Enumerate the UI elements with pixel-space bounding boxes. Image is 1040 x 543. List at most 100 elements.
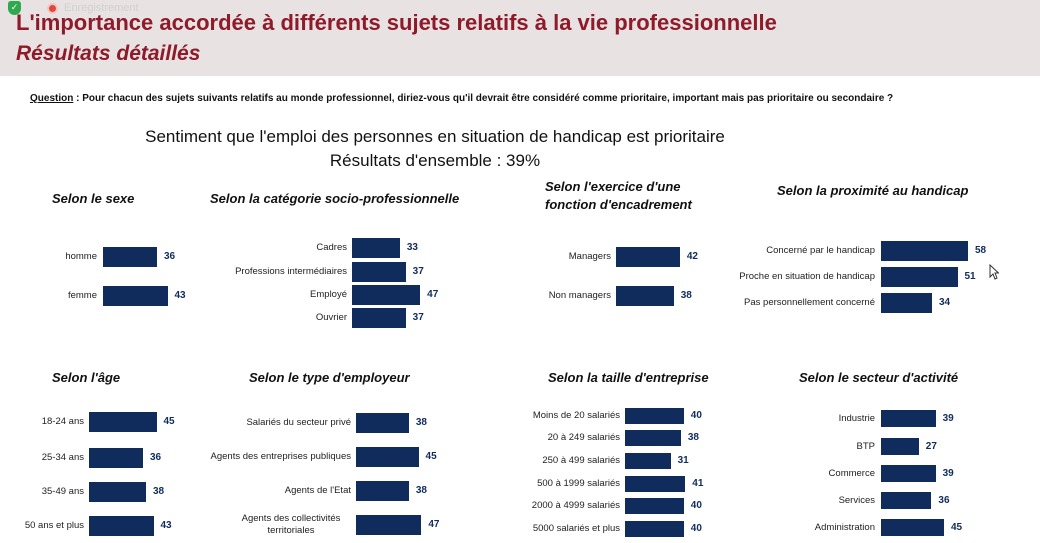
bar-row: Cadres [0, 238, 347, 258]
bar-value: 45 [163, 416, 175, 427]
bar-row: homme [0, 247, 97, 267]
bar [352, 308, 406, 328]
bar-value: 41 [692, 478, 704, 489]
bar-label: Salariés du secteur privé [246, 417, 351, 428]
bar-label: 50 ans et plus [24, 520, 84, 531]
bar [881, 438, 919, 455]
bar-value: 36 [150, 452, 162, 463]
bar [356, 481, 409, 501]
bar-row: BTP [0, 438, 875, 455]
bar-row: Moins de 20 salariés [0, 408, 620, 424]
bar-label: femme [67, 290, 97, 301]
bar [352, 238, 400, 258]
bar-label: Agents des entreprises publiques [210, 451, 351, 462]
bar-value: 40 [690, 523, 702, 534]
bar-row: Agents des entreprises publiques [0, 447, 351, 467]
bar-row: Services [0, 492, 875, 509]
chart-title: Selon la taille d'entreprise [548, 370, 709, 385]
bar-label: Commerce [828, 468, 875, 479]
bar [616, 286, 674, 306]
bar [103, 247, 157, 267]
question-text: Question : Pour chacun des sujets suivan… [30, 93, 893, 104]
question-label: Question [30, 93, 74, 104]
bar-label: 250 à 499 salariés [542, 455, 620, 466]
bar-label: 35-49 ans [41, 486, 84, 497]
bar-row: Industrie [0, 410, 875, 427]
bar-value: 36 [164, 251, 176, 262]
bar-value: 43 [160, 520, 172, 531]
bar [881, 465, 936, 482]
sentiment-title: Sentiment que l'emploi des personnes en … [145, 127, 725, 146]
mouse-cursor-icon [989, 264, 999, 280]
bar-value: 47 [427, 289, 439, 300]
bar-label: 25-34 ans [41, 452, 84, 463]
bar-row: Agents de l'Etat [0, 481, 351, 501]
bar-row: Administration [0, 519, 875, 536]
bar [356, 413, 409, 433]
bar-label: Industrie [838, 413, 875, 424]
bar-row: Proche en situation de handicap [0, 267, 875, 287]
bar-value: 40 [690, 410, 702, 421]
bar [625, 408, 684, 424]
bar-value: 36 [938, 495, 950, 506]
bar-value: 38 [680, 290, 692, 301]
bar-value: 31 [677, 455, 689, 466]
bar-row: 35-49 ans [0, 482, 84, 502]
bar [625, 476, 686, 492]
overall-result: Résultats d'ensemble : 39% [329, 151, 541, 170]
bar [881, 519, 944, 536]
bar-value: 39 [942, 413, 954, 424]
bar-row: 5000 salariés et plus [0, 521, 620, 537]
bar-label: Administration [814, 522, 875, 533]
chart-title: Selon le secteur d'activité [799, 370, 959, 385]
chart-title: Selon le sexe [52, 191, 135, 206]
shield-check-icon: ✓ [8, 1, 21, 15]
bar-label: Pas personnellement concerné [744, 297, 875, 308]
bar-row: 250 à 499 salariés [0, 453, 620, 469]
bar-value: 38 [415, 485, 427, 496]
bar-value: 58 [975, 245, 987, 256]
bar-row: Ouvrier [0, 308, 347, 328]
bar-label: Managers [568, 251, 611, 262]
bar-value: 39 [942, 468, 954, 479]
bar-label: Services [838, 495, 875, 506]
bar-label: Concerné par le handicap [766, 245, 875, 256]
bar-label: Professions intermédiaires [235, 266, 347, 277]
record-icon[interactable] [47, 2, 58, 14]
recording-label: Enregistrement [64, 2, 139, 14]
bar-row: Agents des collectivités territoriales [0, 513, 351, 536]
header-banner: L'importance accordée à différents sujet… [0, 0, 1040, 76]
bar [625, 498, 684, 514]
bar-value: 38 [687, 432, 699, 443]
page-title: L'importance accordée à différents sujet… [16, 10, 777, 35]
bar-row: Professions intermédiaires [0, 262, 347, 282]
bar [881, 241, 968, 261]
question-body: : Pour chacun des sujets suivants relati… [73, 93, 894, 104]
bar [89, 516, 154, 536]
bar-value: 42 [686, 251, 698, 262]
bar [103, 286, 168, 306]
bar-label: 20 à 249 salariés [547, 432, 620, 443]
bar-row: Employé [0, 285, 347, 305]
bar-row: 20 à 249 salariés [0, 430, 620, 446]
bar-label: homme [65, 251, 97, 262]
chart-title: Selon l'exercice d'une fonction d'encadr… [545, 179, 692, 212]
bar-value: 37 [412, 312, 424, 323]
bar-label: 5000 salariés et plus [532, 523, 620, 534]
bar-value: 45 [951, 522, 963, 533]
bar-label: Cadres [316, 242, 347, 253]
bar-row: Salariés du secteur privé [0, 413, 351, 433]
bar-row: 2000 à 4999 salariés [0, 498, 620, 514]
bar [616, 247, 680, 267]
bar-value: 33 [406, 242, 418, 253]
bar-row: Commerce [0, 465, 875, 482]
bar-label: Agents des collectivités territoriales [241, 513, 341, 536]
bar-value: 45 [425, 451, 437, 462]
bar [89, 448, 143, 468]
bar-row: Non managers [0, 286, 611, 306]
bar [89, 482, 146, 502]
bar-value: 51 [964, 271, 976, 282]
bar-row: Pas personnellement concerné [0, 293, 875, 313]
bar-row: 25-34 ans [0, 448, 84, 468]
bar-value: 38 [153, 486, 165, 497]
